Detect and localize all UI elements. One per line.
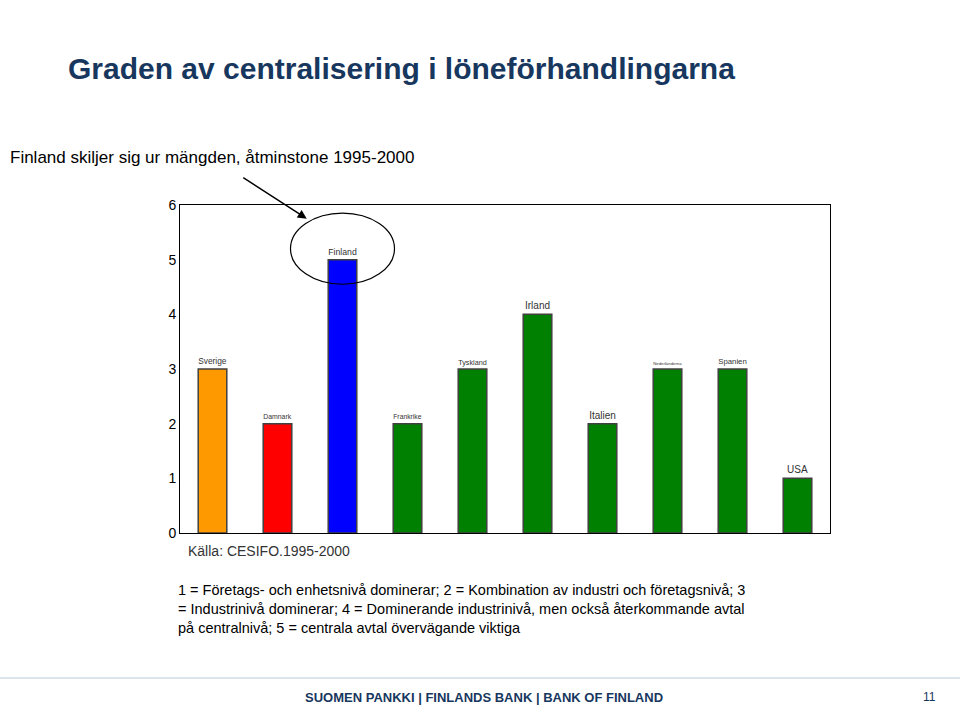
svg-text:Tyskland: Tyskland bbox=[458, 358, 487, 367]
svg-text:Spanien: Spanien bbox=[718, 357, 747, 366]
svg-text:1: 1 bbox=[168, 470, 176, 486]
svg-text:6: 6 bbox=[168, 197, 176, 213]
svg-text:11: 11 bbox=[923, 690, 936, 704]
svg-text:Italien: Italien bbox=[589, 410, 616, 421]
svg-text:SUOMEN PANKKI | FINLANDS BANK: SUOMEN PANKKI | FINLANDS BANK | BANK OF … bbox=[305, 690, 663, 705]
svg-text:Finland: Finland bbox=[328, 247, 357, 257]
svg-text:1 = Företags- och enhetsnivå d: 1 = Företags- och enhetsnivå dominerar; … bbox=[178, 582, 745, 598]
svg-text:0: 0 bbox=[168, 525, 176, 541]
svg-text:Irland: Irland bbox=[525, 300, 550, 311]
svg-text:Finland skiljer sig ur mängden: Finland skiljer sig ur mängden, åtminsto… bbox=[10, 148, 414, 167]
svg-text:2: 2 bbox=[168, 416, 176, 432]
svg-text:Frankrike: Frankrike bbox=[393, 413, 421, 420]
svg-text:3: 3 bbox=[168, 361, 176, 377]
svg-text:USA: USA bbox=[787, 464, 808, 475]
svg-text:= Industrinivå dominerar; 4 =: = Industrinivå dominerar; 4 = Dominerand… bbox=[178, 601, 745, 617]
svg-text:Nederländerna: Nederländerna bbox=[653, 361, 682, 366]
svg-text:4: 4 bbox=[168, 306, 176, 322]
svg-text:Sverige: Sverige bbox=[198, 356, 227, 366]
svg-text:5: 5 bbox=[168, 252, 176, 268]
svg-text:Källa: CESIFO.1995-2000: Källa: CESIFO.1995-2000 bbox=[188, 543, 350, 559]
svg-text:på centralnivå; 5 = centrala a: på centralnivå; 5 = centrala avtal överv… bbox=[178, 620, 521, 636]
svg-text:Damnark: Damnark bbox=[263, 413, 291, 420]
svg-text:Graden av centralisering i lön: Graden av centralisering i löneförhandli… bbox=[68, 52, 735, 85]
